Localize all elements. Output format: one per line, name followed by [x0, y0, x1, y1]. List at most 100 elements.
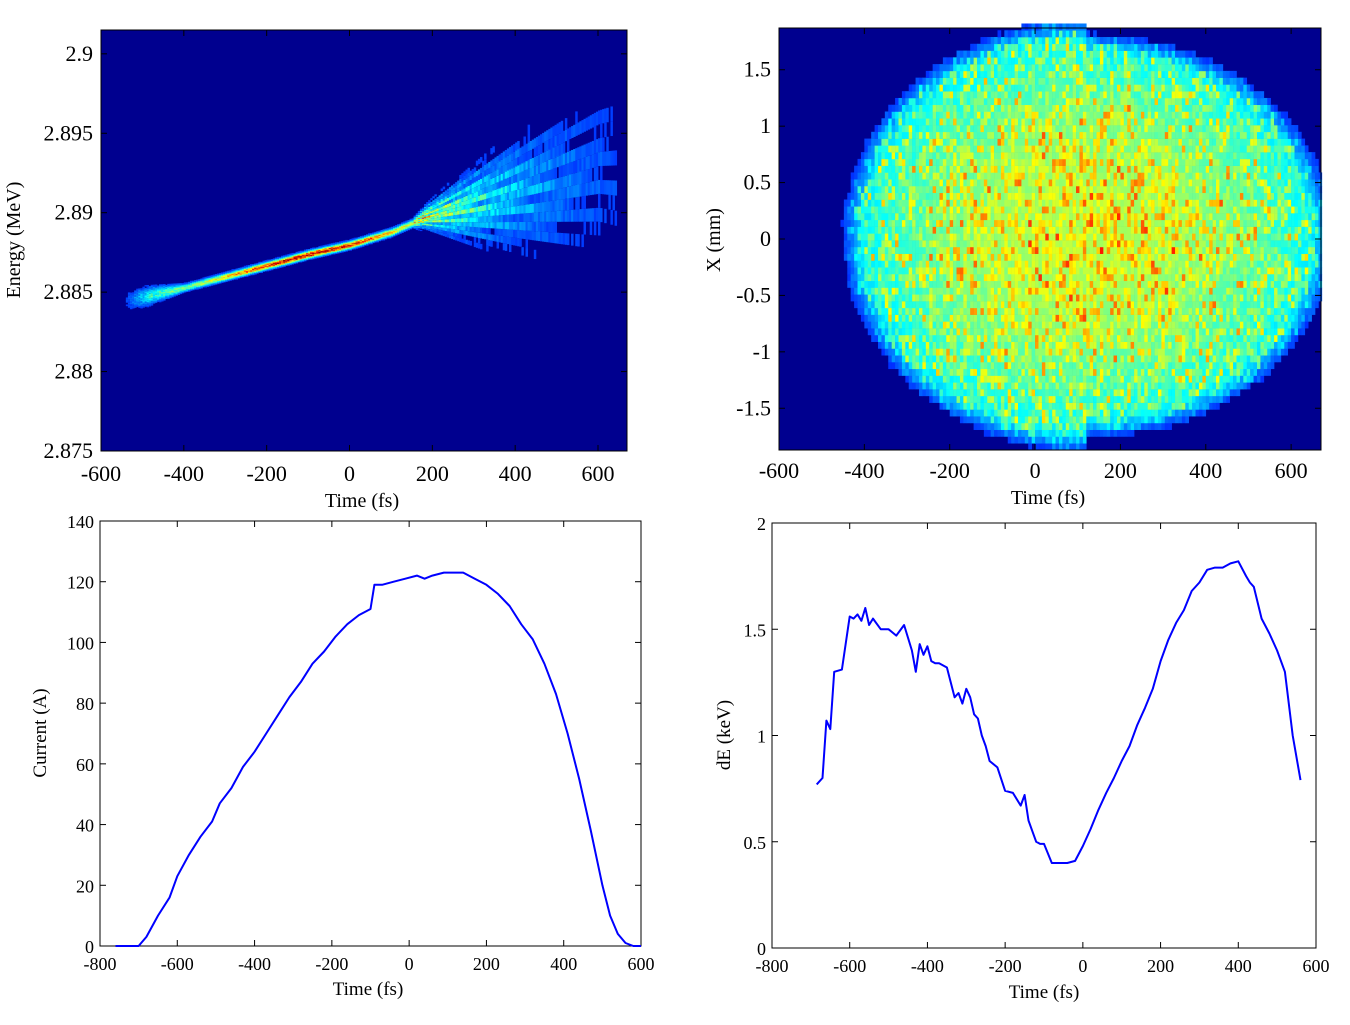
x-heatmap-cell [881, 260, 886, 268]
energy-heatmap-cell [459, 222, 462, 227]
energy-heatmap-cell [156, 292, 160, 294]
energy-heatmap-cell [525, 204, 528, 214]
energy-heatmap-cell [484, 187, 487, 194]
x-heatmap-cell [847, 253, 851, 261]
energy-heatmap-cell [453, 211, 456, 216]
energy-heatmap-cell [129, 295, 133, 298]
x-heatmap-cell [860, 307, 865, 315]
energy-heatmap-cell [591, 140, 595, 155]
energy-heatmap-cell [428, 200, 431, 202]
energy-heatmap-cell [484, 170, 487, 177]
x-heatmap-cell [901, 341, 906, 349]
energy-heatmap-cell [508, 207, 512, 215]
energy-heatmap-cell [177, 286, 181, 288]
x-heatmap-cell [925, 138, 930, 146]
energy-heatmap-cell [426, 217, 429, 220]
energy-heatmap-cell [508, 169, 512, 177]
x-heatmap-cell [939, 287, 944, 295]
energy-heatmap-cell [591, 114, 595, 128]
energy-heatmap-cell [533, 138, 537, 148]
energy-heatmap-cell [595, 152, 599, 167]
energy-heatmap-cell [421, 225, 425, 227]
energy-heatmap-cell [548, 201, 551, 212]
energy-heatmap-cell [473, 242, 477, 248]
energy-heatmap-cell [471, 178, 475, 184]
energy-heatmap-cell [442, 197, 446, 201]
energy-heatmap-cell [136, 299, 139, 301]
x-heatmap-cell [881, 172, 886, 180]
energy-heatmap-cell [477, 227, 481, 233]
energy-heatmap-cell [457, 203, 460, 208]
energy-heatmap-cell [301, 250, 305, 252]
energy-heatmap-cell [519, 205, 522, 214]
energy-heatmap-cell [544, 211, 547, 222]
x-heatmap-cell [860, 280, 865, 288]
x-heatmap-cell [898, 97, 903, 106]
x-heatmap-cell [915, 355, 920, 363]
x-heatmap-cell [932, 389, 937, 397]
energy-heatmap-cell [600, 165, 603, 181]
energy-heatmap-cell [498, 201, 502, 209]
x-heatmap-cell [884, 213, 889, 221]
energy-heatmap-cell [339, 241, 342, 243]
energy-heatmap-cell [144, 293, 147, 295]
x-heatmap-cell [901, 287, 906, 295]
x-heatmap-cell [918, 253, 923, 261]
energy-heatmap-cell [446, 231, 450, 235]
energy-heatmap-cell [577, 172, 580, 185]
energy-heatmap-cell [482, 194, 485, 200]
x-heatmap-cell [929, 328, 933, 336]
energy-heatmap-cell [223, 271, 226, 274]
energy-heatmap-cell [417, 219, 421, 221]
x-heatmap-cell [901, 226, 906, 234]
energy-heatmap-cell [463, 209, 466, 214]
energy-heatmap-cell [502, 200, 506, 208]
x-heatmap-cell [878, 199, 882, 207]
energy-heatmap-cell [465, 187, 468, 192]
energy-heatmap-cell [152, 290, 156, 292]
x-heatmap-cell [942, 138, 947, 146]
energy-heatmap-cell [560, 143, 564, 155]
x-heatmap-cell [874, 152, 879, 160]
energy-heatmap-cell [492, 158, 495, 166]
energy-heatmap-cell [556, 123, 560, 135]
energy-heatmap-cell [500, 187, 504, 195]
x-heatmap-cell [898, 294, 903, 302]
x-heatmap-cell [905, 219, 910, 227]
x-heatmap-cell [847, 267, 851, 275]
x-heatmap-cell [932, 280, 937, 288]
energy-heatmap-cell [165, 296, 168, 299]
x-heatmap-cell [867, 301, 872, 309]
x-heatmap-cell [871, 240, 875, 248]
x-heatmap-cell [891, 165, 896, 173]
x-heatmap-cell [936, 361, 940, 370]
x-heatmap-cell [936, 260, 940, 268]
energy-heatmap-cell [206, 276, 210, 278]
energy-heatmap-cell [289, 253, 292, 255]
x-heatmap-cell [936, 280, 940, 288]
x-heatmap-cell [871, 294, 875, 302]
x-heatmap-cell [932, 84, 937, 92]
energy-heatmap-cell [163, 292, 166, 294]
x-heatmap-cell [946, 84, 951, 92]
energy-heatmap-cell [448, 212, 452, 216]
energy-heatmap-cell [167, 290, 170, 293]
x-heatmap-cell [942, 402, 947, 410]
x-heatmap-cell [929, 145, 933, 153]
energy-heatmap-cell [537, 212, 541, 222]
x-heatmap-cell [942, 260, 947, 268]
x-heatmap-cell [918, 179, 923, 187]
energy-heatmap-cell [457, 184, 460, 189]
energy-heatmap-cell [430, 226, 433, 228]
energy-heatmap-cell [542, 231, 545, 242]
energy-heatmap-cell [492, 184, 495, 191]
energy-heatmap-cell [154, 286, 158, 289]
energy-heatmap-cell [533, 231, 537, 241]
x-heatmap-cell [946, 253, 951, 261]
x-heatmap-cell [888, 341, 892, 349]
x-heatmap-cell [847, 206, 851, 214]
energy-heatmap-cell [486, 198, 489, 205]
x-heatmap-cell [929, 233, 933, 241]
energy-heatmap-cell [465, 222, 468, 227]
energy-heatmap-cell [463, 192, 466, 197]
